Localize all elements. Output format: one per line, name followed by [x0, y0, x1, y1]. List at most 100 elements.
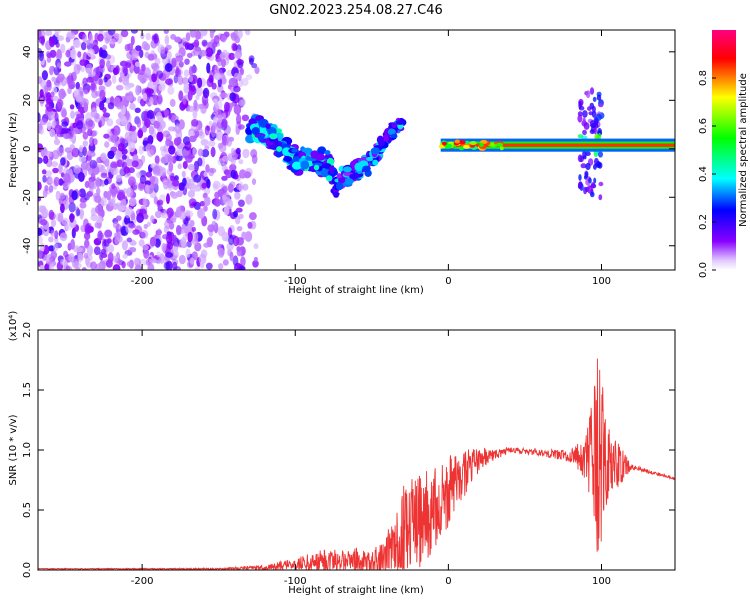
- noise-blob: [42, 175, 47, 183]
- noise-blob: [134, 107, 141, 114]
- noise-blob: [175, 55, 184, 62]
- noise-blob: [113, 33, 120, 39]
- noise-blob: [57, 35, 64, 41]
- noise-blob: [132, 229, 140, 236]
- chirp-blob: [325, 175, 333, 182]
- noise-blob: [49, 66, 54, 76]
- noise-blob: [42, 188, 48, 198]
- noise-blob: [104, 178, 109, 186]
- noise-blob: [107, 150, 115, 160]
- noise-blob: [68, 201, 76, 213]
- noise-blob: [194, 266, 201, 270]
- noise-blob: [154, 210, 163, 219]
- arc-blob: [338, 177, 346, 184]
- noise-blob: [131, 53, 139, 61]
- noise-blob: [173, 246, 178, 256]
- noise-blob: [175, 224, 182, 236]
- noise-blob: [110, 163, 118, 169]
- oscillation-blob: [577, 154, 583, 163]
- chirp-blob: [313, 164, 320, 171]
- noise-blob: [73, 164, 81, 174]
- colorbar-gradient: [712, 30, 736, 270]
- spectrogram-x-tick-label: 100: [592, 276, 611, 287]
- oscillation-blob: [577, 114, 583, 123]
- noise-blob: [103, 31, 108, 41]
- noise-blob: [80, 41, 87, 51]
- noise-blob: [184, 218, 189, 227]
- noise-blob: [41, 169, 47, 175]
- noise-blob: [163, 261, 171, 270]
- chirp-blob: [321, 163, 332, 169]
- noise-blob: [249, 57, 254, 65]
- noise-blob: [160, 156, 168, 164]
- noise-blob: [58, 88, 66, 100]
- noise-blob: [207, 224, 216, 233]
- noise-blob: [130, 239, 136, 246]
- noise-blob: [201, 215, 208, 227]
- noise-blob: [38, 236, 43, 245]
- noise-blob: [145, 171, 152, 178]
- noise-blob: [106, 190, 112, 201]
- noise-blob: [167, 126, 176, 132]
- noise-blob: [64, 61, 72, 67]
- noise-blob: [89, 159, 98, 169]
- oscillation-blob: [578, 174, 582, 181]
- noise-blob: [235, 215, 241, 225]
- noise-blob: [82, 140, 89, 147]
- noise-blob: [116, 103, 124, 110]
- noise-blob: [80, 161, 89, 171]
- noise-blob: [76, 120, 84, 130]
- noise-blob: [187, 164, 196, 171]
- noise-blob: [43, 155, 49, 164]
- oscillation-blob: [598, 103, 604, 108]
- noise-blob: [136, 213, 145, 223]
- noise-blob: [170, 192, 179, 199]
- noise-blob: [109, 38, 116, 45]
- noise-blob: [143, 43, 151, 51]
- chirp-blob: [276, 146, 283, 152]
- noise-blob: [143, 67, 151, 79]
- noise-blob: [100, 165, 106, 171]
- noise-blob: [124, 121, 130, 131]
- noise-blob: [164, 219, 172, 229]
- noise-blob: [173, 74, 179, 84]
- noise-blob: [204, 196, 211, 207]
- noise-blob: [39, 89, 44, 98]
- snr-y-tick-label: 2.0: [22, 322, 33, 338]
- noise-blob: [90, 107, 98, 118]
- snr-series-line: [38, 358, 675, 570]
- noise-blob: [178, 254, 186, 265]
- noise-blob: [100, 115, 106, 127]
- noise-blob: [176, 136, 182, 144]
- noise-blob: [234, 191, 241, 200]
- noise-blob: [201, 39, 208, 47]
- noise-blob: [46, 79, 52, 88]
- colorbar-label: Normalized spectral amplitude: [738, 73, 749, 227]
- spectrogram-frame: [37, 29, 676, 271]
- noise-blob: [242, 183, 249, 191]
- noise-blob: [227, 183, 234, 193]
- noise-blob: [152, 165, 161, 176]
- noise-blob: [155, 111, 163, 121]
- noise-blob: [38, 76, 43, 85]
- chirp-blob: [275, 151, 282, 158]
- noise-blob: [166, 207, 174, 218]
- noise-blob: [207, 140, 216, 147]
- noise-blob: [212, 180, 221, 190]
- noise-blob: [129, 247, 137, 253]
- noise-blob: [175, 206, 181, 218]
- noise-blob: [205, 47, 214, 58]
- noise-blob: [90, 181, 97, 190]
- oscillation-blob: [591, 105, 596, 113]
- noise-blob: [212, 41, 218, 48]
- noise-blob: [147, 135, 154, 145]
- noise-blob: [241, 231, 247, 240]
- noise-blob: [236, 237, 245, 246]
- snr-y-ticks: 0.0 0.5 1.0 1.5 2.0: [22, 322, 675, 578]
- noise-blob: [165, 78, 173, 85]
- noise-blob: [50, 161, 59, 168]
- noise-blob: [217, 247, 225, 258]
- noise-blob: [54, 124, 62, 135]
- noise-blob: [157, 228, 162, 237]
